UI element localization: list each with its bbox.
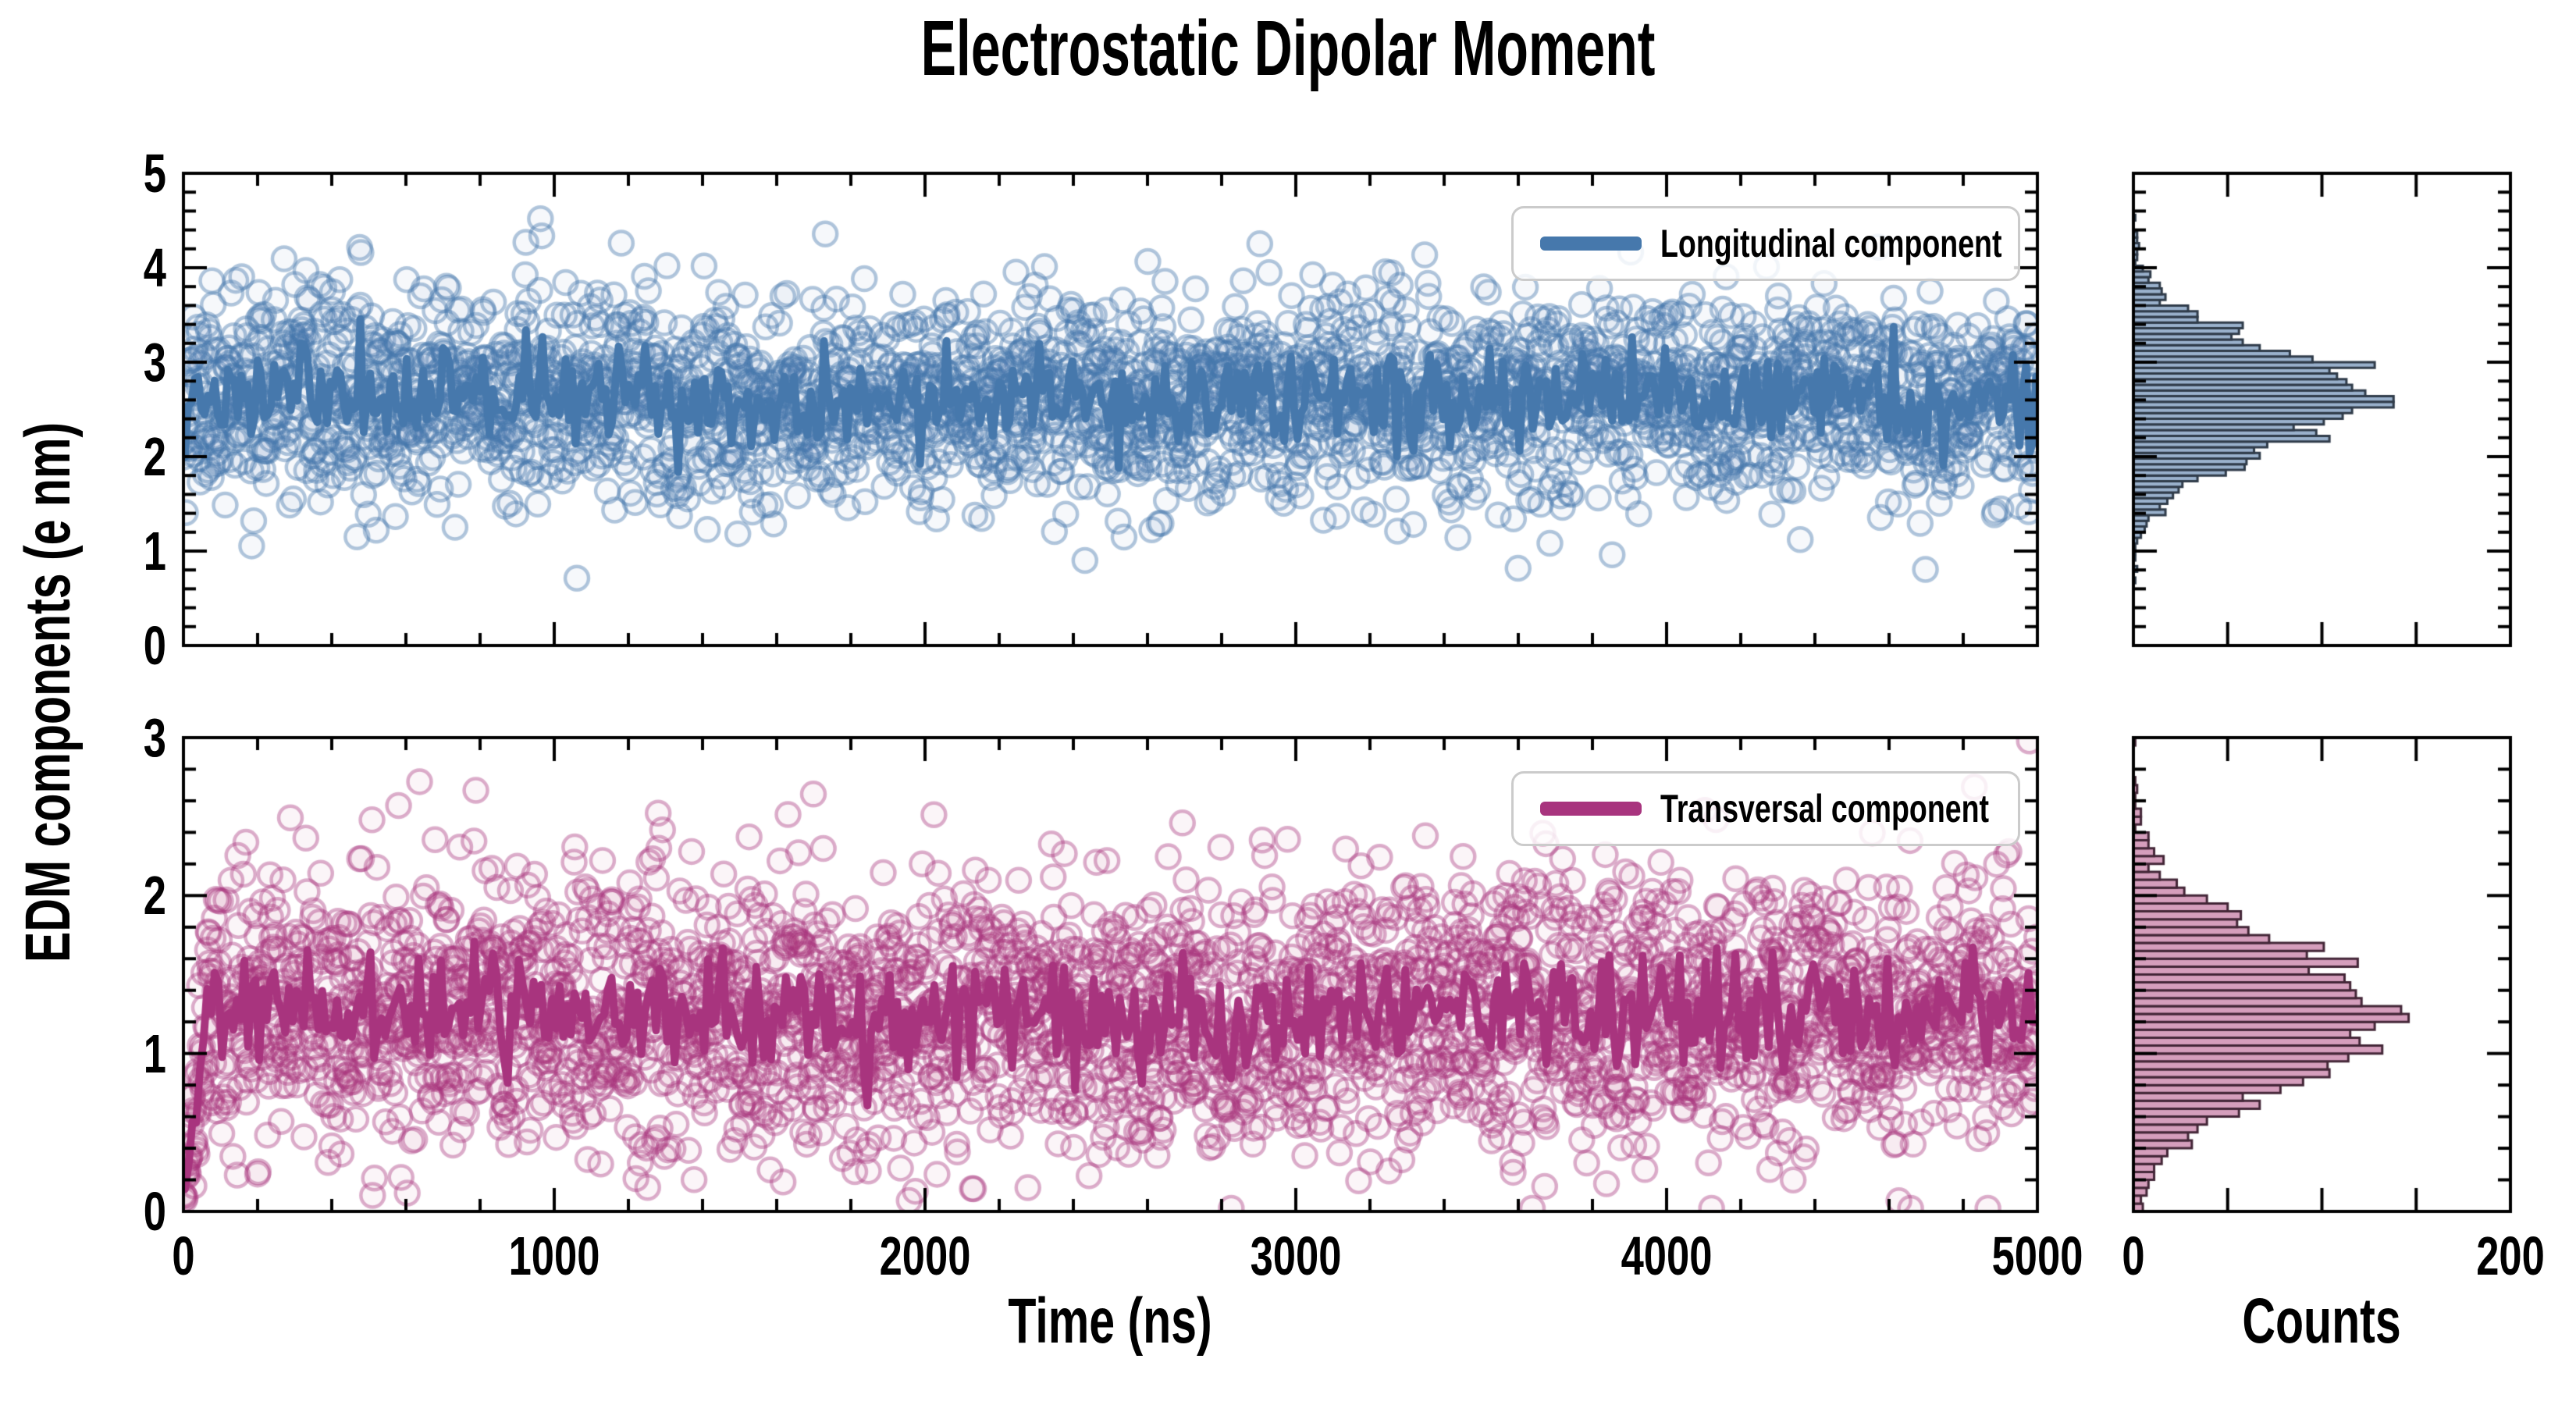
tick-label: 2000 [879,1225,971,1286]
tick-label: 4000 [1621,1225,1713,1286]
tick-label: 0 [143,1181,166,1242]
tick-label: 0 [172,1225,195,1286]
tick-label: 3 [143,707,166,768]
tick-label: 2 [143,865,166,927]
legend-longitudinal: Longitudinal component [1511,206,2020,281]
tick-label: 4 [143,237,166,298]
tick-label: 5 [143,143,166,204]
x-axis-label-counts: Counts [2242,1286,2401,1357]
y-axis-label: EDM components (e nm) [12,422,84,963]
tick-label: 5000 [1991,1225,2083,1286]
tick-label: 200 [2476,1225,2545,1286]
legend-line-swatch-transversal [1540,802,1642,816]
x-axis-label-time: Time (ns) [1008,1286,1212,1357]
tick-label: 3 [143,332,166,393]
tick-label: 1 [143,1023,166,1084]
legend-label-longitudinal: Longitudinal component [1660,222,2002,265]
legend-label-transversal: Transversal component [1660,787,1989,831]
tick-label: 3000 [1250,1225,1342,1286]
legend-line-swatch-longitudinal [1540,237,1642,251]
tick-label: 1 [143,521,166,582]
legend-transversal: Transversal component [1511,771,2020,846]
tick-label: 0 [2122,1225,2145,1286]
tick-label: 1000 [508,1225,600,1286]
chart-title: Electrostatic Dipolar Moment [920,5,1656,92]
tick-label: 0 [143,615,166,676]
tick-label: 2 [143,426,166,487]
